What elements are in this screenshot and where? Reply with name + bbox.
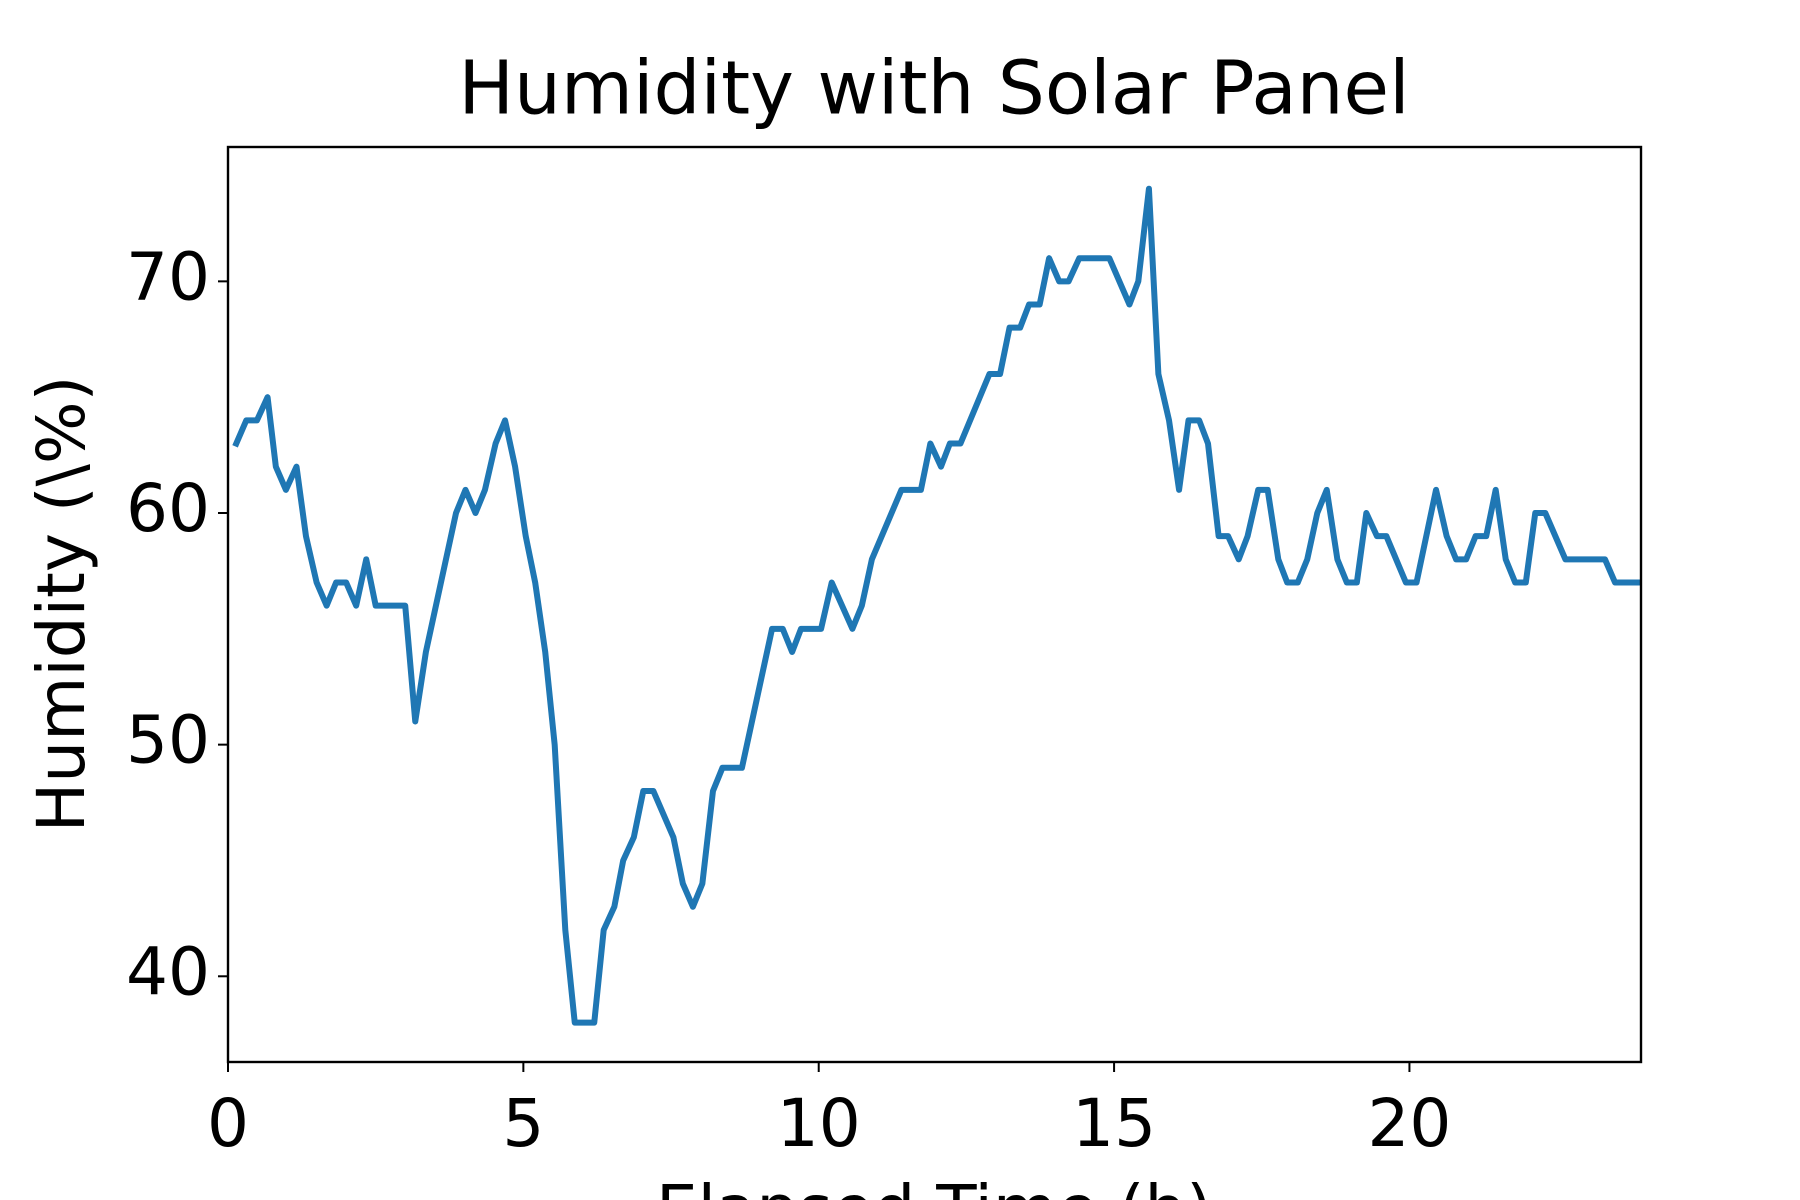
y-tick-label: 40 — [126, 933, 210, 1010]
x-tick-label: 0 — [207, 1085, 249, 1162]
x-tick-label: 20 — [1367, 1085, 1451, 1162]
y-tick-label: 70 — [126, 238, 210, 315]
plot-frame — [226, 145, 1643, 1064]
x-tick-label: 15 — [1072, 1085, 1156, 1162]
y-tick-label: 60 — [126, 470, 210, 547]
data-line — [232, 185, 1641, 1026]
x-tick-label: 10 — [777, 1085, 861, 1162]
x-tick-label: 5 — [502, 1085, 544, 1162]
chart-title: Humidity with Solar Panel — [458, 46, 1409, 132]
y-axis-label: Humidity (\%) — [23, 376, 100, 833]
y-tick-label: 50 — [126, 702, 210, 779]
x-axis-label: Elapsed Time (h) — [656, 1171, 1212, 1200]
